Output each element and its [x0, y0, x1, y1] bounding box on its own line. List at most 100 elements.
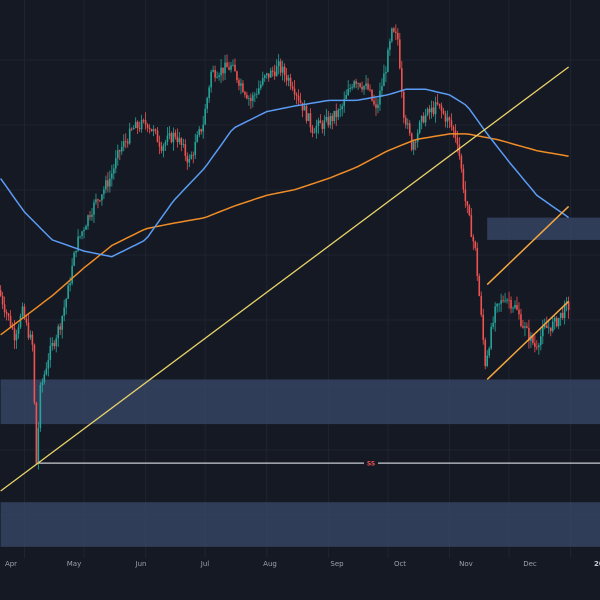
candle-bear [478, 276, 481, 296]
candle-bull [307, 113, 310, 121]
candle-bull [61, 315, 63, 330]
candle-bull [162, 145, 165, 151]
level-label-bg [364, 458, 378, 468]
candle-bear [532, 335, 534, 344]
candle-bear [31, 334, 34, 345]
candle-bear [7, 313, 10, 317]
candle-bull [67, 285, 69, 299]
candle-bear [299, 100, 302, 103]
candle-bull [265, 73, 268, 76]
candle-bear [482, 314, 485, 340]
candle-bull [357, 83, 359, 85]
candle-bull [353, 81, 355, 88]
candle-bull [563, 303, 566, 319]
candle-bull [95, 199, 97, 203]
candle-bear [160, 146, 163, 151]
candle-bull [313, 132, 316, 134]
trendline [0, 66, 570, 492]
candle-bull [208, 87, 210, 99]
candle-bull [514, 304, 516, 308]
candle-bull [115, 158, 117, 169]
x-tick-label: Nov [459, 560, 473, 568]
candle-bear [438, 103, 441, 106]
candle-bull [287, 77, 290, 81]
candle-bull [559, 312, 562, 318]
candle-bear [516, 304, 518, 310]
candle-bear [484, 339, 487, 366]
candle-bull [538, 345, 540, 348]
candle-bull [140, 120, 143, 130]
candle-bear [214, 70, 216, 78]
candle-bear [295, 94, 298, 96]
candle-bear [549, 327, 552, 332]
candle-bear [361, 86, 363, 90]
candle-bear [158, 142, 161, 147]
candle-bull [387, 49, 389, 72]
candle-bear [291, 86, 294, 89]
candle-bear [126, 141, 129, 144]
candle-bull [543, 325, 546, 328]
candle-bear [156, 130, 159, 143]
candle-bull [325, 117, 328, 121]
candle-bull [47, 359, 50, 369]
candle-bull [512, 307, 514, 309]
candle-bear [462, 168, 465, 190]
candle-bear [369, 89, 371, 91]
candle-bear [536, 346, 538, 348]
candle-bear [59, 326, 62, 330]
candle-bull [256, 93, 258, 95]
candle-bear [518, 309, 520, 315]
candle-bear [436, 102, 439, 104]
candle-bear [273, 71, 276, 77]
x-tick-label: Oct [394, 560, 406, 568]
candle-bear [561, 312, 564, 319]
candle-bull [45, 368, 48, 375]
moving-average-fast [0, 88, 570, 258]
candle-bull [504, 300, 506, 302]
candle-bear [404, 117, 407, 125]
candle-bear [301, 102, 304, 111]
candle-bull [540, 336, 542, 346]
candle-bear [9, 316, 12, 327]
candle-bull [79, 236, 81, 237]
candle-bear [442, 110, 445, 114]
candle-bull [420, 116, 423, 122]
candle-bear [186, 155, 189, 163]
candle-bear [444, 113, 447, 122]
candle-bull [329, 115, 332, 126]
candle-bull [194, 141, 197, 156]
candle-bull [168, 133, 171, 136]
candle-bull [343, 98, 346, 107]
candle-bull [345, 94, 347, 99]
candle-bear [422, 116, 425, 123]
candle-bull [109, 178, 111, 187]
candle-bear [250, 98, 252, 101]
candle-bear [297, 95, 300, 101]
candle-bull [252, 95, 254, 101]
candle-bull [317, 120, 320, 126]
candle-bear [200, 129, 203, 132]
candle-bull [196, 135, 199, 142]
candle-bear [142, 120, 145, 121]
candle-bear [13, 328, 16, 341]
candle-bull [337, 109, 340, 118]
candle-bull [351, 87, 353, 89]
x-tick-label: May [67, 560, 81, 568]
candle-bull [182, 144, 185, 145]
candle-bear [371, 89, 373, 101]
candle-bear [522, 326, 524, 328]
candle-bull [490, 326, 492, 349]
candle-bear [450, 120, 453, 127]
candle-bull [120, 146, 123, 152]
candle-bull [204, 108, 206, 125]
candle-bear [236, 71, 238, 81]
candle-bull [188, 158, 191, 163]
candle-bull [406, 123, 409, 125]
candle-bull [65, 298, 67, 308]
candle-bear [53, 342, 56, 347]
candle-bull [128, 128, 131, 144]
candle-bull [275, 66, 278, 77]
x-tick-label: Dec [523, 560, 537, 568]
